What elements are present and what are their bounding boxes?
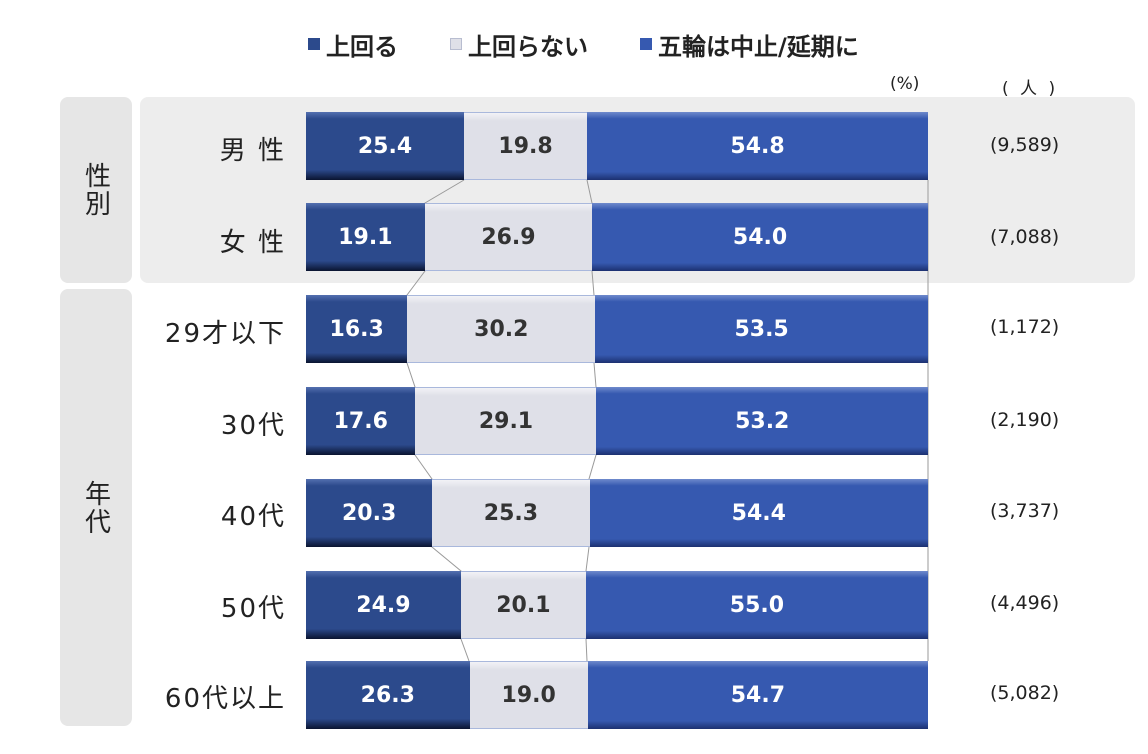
sample-count: (9,589) <box>990 134 1060 156</box>
row-label-60s-plus: 60代以上 <box>164 684 286 714</box>
bar-60s-plus: 26.3 19.0 54.7 <box>306 661 928 729</box>
legend-swatch-icon <box>450 38 462 50</box>
sample-count: (1,172) <box>990 316 1060 338</box>
group-label-age: 年代 <box>60 289 132 726</box>
row-label-50s: 50代 <box>220 594 286 624</box>
bar-30s: 17.6 29.1 53.2 <box>306 387 928 455</box>
bar-segment-not-above: 19.8 <box>463 112 588 180</box>
bar-segment-not-above: 25.3 <box>432 479 590 547</box>
bar-segment-above: 19.1 <box>306 203 425 271</box>
people-unit-label: ( 人 ) <box>1002 79 1059 99</box>
bar-segment-cancel: 54.8 <box>587 112 928 180</box>
sample-count: (3,737) <box>990 500 1060 522</box>
percent-unit-label: (%) <box>890 74 920 94</box>
bar-male: 25.4 19.8 54.8 <box>306 112 928 180</box>
bar-segment-not-above: 29.1 <box>415 387 597 455</box>
sample-count: (7,088) <box>990 226 1060 248</box>
row-label-under-29: 29才以下 <box>164 319 286 349</box>
legend-item-not-above: 上回らない <box>450 27 588 62</box>
row-label-40s: 40代 <box>220 502 286 532</box>
legend-label: 上回る <box>326 32 398 61</box>
bar-segment-cancel: 53.2 <box>596 387 928 455</box>
bar-segment-not-above: 19.0 <box>469 661 588 729</box>
bar-under-29: 16.3 30.2 53.5 <box>306 295 928 363</box>
sample-count: (5,082) <box>990 682 1060 704</box>
legend-label: 上回らない <box>468 32 588 61</box>
bar-segment-cancel: 54.7 <box>587 661 928 729</box>
bar-segment-not-above: 20.1 <box>460 571 586 639</box>
bar-segment-cancel: 53.5 <box>595 295 928 363</box>
sample-count: (4,496) <box>990 592 1060 614</box>
row-label-female: 女 性 <box>219 228 286 258</box>
row-label-male: 男 性 <box>219 136 286 166</box>
bar-50s: 24.9 20.1 55.0 <box>306 571 928 639</box>
legend-item-cancel-postpone: 五輪は中止/延期に <box>640 27 859 62</box>
bar-segment-cancel: 54.0 <box>592 203 928 271</box>
bar-40s: 20.3 25.3 54.4 <box>306 479 928 547</box>
legend-label: 五輪は中止/延期に <box>658 32 859 61</box>
bar-segment-not-above: 30.2 <box>407 295 596 363</box>
row-label-30s: 30代 <box>220 411 286 441</box>
group-label-text: 性別 <box>80 162 111 218</box>
bar-segment-above: 17.6 <box>306 387 416 455</box>
bar-segment-above: 25.4 <box>306 112 464 180</box>
bar-segment-cancel: 55.0 <box>585 571 928 639</box>
group-label-gender: 性別 <box>60 97 132 283</box>
legend-swatch-icon <box>640 38 652 50</box>
bar-segment-above: 20.3 <box>306 479 433 547</box>
bar-segment-above: 16.3 <box>306 295 408 363</box>
group-label-text: 年代 <box>80 479 111 536</box>
sample-count: (2,190) <box>990 409 1060 431</box>
legend-item-above: 上回る <box>308 27 398 62</box>
legend-swatch-icon <box>308 38 320 50</box>
bar-segment-above: 26.3 <box>306 661 470 729</box>
bar-segment-cancel: 54.4 <box>589 479 928 547</box>
bar-segment-not-above: 26.9 <box>424 203 593 271</box>
legend: 上回る 上回らない 五輪は中止/延期に <box>308 24 911 64</box>
bar-female: 19.1 26.9 54.0 <box>306 203 928 271</box>
bar-segment-above: 24.9 <box>306 571 461 639</box>
